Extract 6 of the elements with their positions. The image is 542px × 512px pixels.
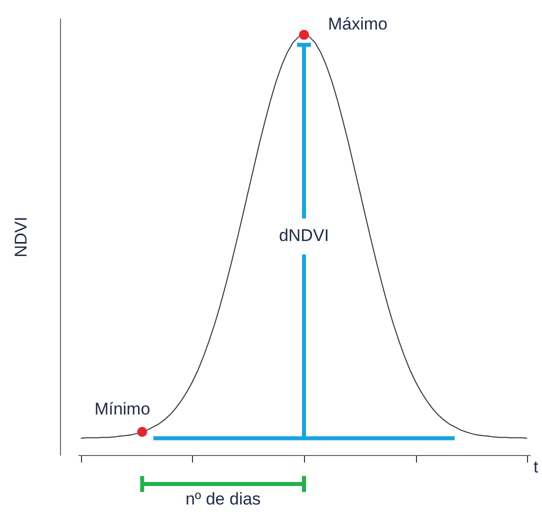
annotation: dNDVI — [278, 226, 330, 245]
annotation: Mínimo — [94, 399, 150, 418]
x-axis-title: t — [534, 458, 538, 476]
text: nº de dias — [185, 489, 261, 508]
text: Máximo — [328, 14, 388, 34]
y-axis-title: NDVI — [12, 216, 30, 258]
